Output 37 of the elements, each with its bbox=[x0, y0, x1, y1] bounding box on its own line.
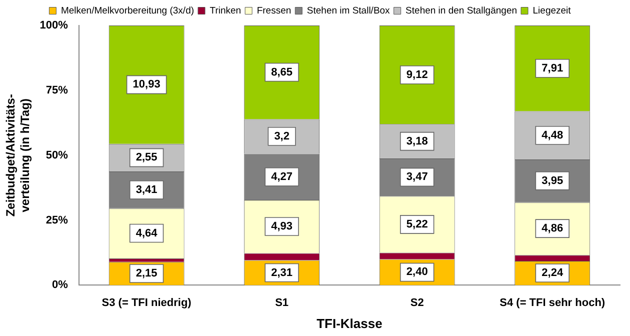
annotation: 2,31 bbox=[271, 266, 293, 279]
annotation: 3,95 bbox=[542, 174, 564, 187]
annotation: 2,40 bbox=[406, 266, 428, 278]
annotation: 5,22 bbox=[406, 218, 428, 230]
y-tick-label: 25% bbox=[46, 214, 68, 226]
annotation: 2,55 bbox=[136, 152, 158, 164]
x-tick-label: S1 bbox=[275, 296, 289, 309]
annotation: 3,47 bbox=[406, 171, 428, 184]
annotation: 7,91 bbox=[542, 62, 564, 74]
annotation: 8,65 bbox=[271, 66, 293, 78]
annotation: 9,12 bbox=[406, 68, 428, 81]
legend-label: Liegezeit bbox=[532, 5, 572, 16]
annotation: 3,18 bbox=[406, 135, 428, 148]
legend-label: Fressen bbox=[256, 5, 292, 16]
legend-label: Melken/Melkvorbereitung (3x/d) bbox=[60, 5, 194, 16]
legend-label: Trinken bbox=[210, 5, 242, 16]
annotation: 2,24 bbox=[542, 267, 564, 280]
annotation: 2,15 bbox=[136, 268, 158, 280]
legend-label: Stehen in den Stallgängen bbox=[406, 5, 518, 16]
x-tick-label: S3 (= TFI niedrig) bbox=[102, 296, 192, 309]
annotation: 4,64 bbox=[136, 227, 158, 240]
x-axis-title: TFI-Klasse bbox=[316, 316, 382, 331]
annotation: 4,48 bbox=[542, 129, 564, 142]
y-tick-label: 50% bbox=[46, 149, 68, 162]
y-tick-label: 0% bbox=[52, 279, 68, 292]
annotation: 4,27 bbox=[271, 170, 293, 183]
x-tick-label: S4 (= TFI sehr hoch) bbox=[500, 296, 606, 309]
legend-label: Stehen im Stall/Box bbox=[306, 5, 390, 16]
y-tick-label: 100% bbox=[40, 20, 68, 32]
y-tick-label: 75% bbox=[46, 84, 68, 96]
annotation: 10,93 bbox=[132, 78, 160, 91]
annotation: 4,93 bbox=[271, 220, 293, 233]
annotation: 3,2 bbox=[274, 130, 290, 142]
annotation: 4,86 bbox=[542, 222, 564, 235]
x-tick-label: S2 bbox=[410, 296, 424, 309]
annotation: 3,41 bbox=[136, 184, 158, 196]
y-axis-title: Zeitbudget/Aktivitäts- verteilung (in h/Tag) bbox=[4, 94, 32, 217]
